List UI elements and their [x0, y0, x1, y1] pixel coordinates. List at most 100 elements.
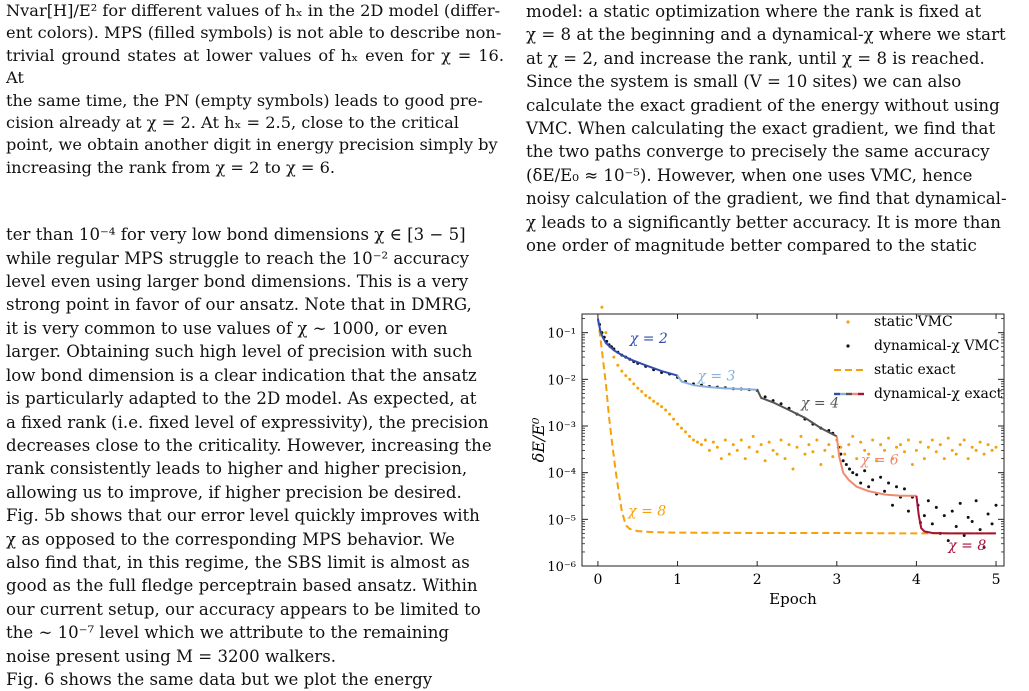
static-vmc-point — [759, 443, 763, 447]
static-vmc-point — [751, 434, 755, 438]
dynamical-vmc-point — [883, 489, 887, 493]
static-vmc-point — [771, 448, 775, 452]
static-vmc-point — [942, 457, 946, 461]
text-line: model: a static optimization where the r… — [526, 2, 982, 21]
static-vmc-point — [855, 457, 859, 461]
static-vmc-point — [958, 443, 962, 447]
static-vmc-point — [731, 443, 735, 447]
body-text-left: ter than 10⁻⁴ for very low bond dimensio… — [6, 223, 504, 691]
dynamical-vmc-point — [902, 487, 906, 491]
dynamical-vmc-point — [982, 545, 986, 549]
static-vmc-point — [636, 386, 640, 390]
dynamical-vmc-point — [926, 499, 930, 503]
static-vmc-point — [863, 448, 867, 452]
static-vmc-point — [926, 445, 930, 449]
text-line: good as the full fledge perceptrain base… — [6, 576, 478, 596]
static-vmc-point — [727, 452, 731, 456]
dynamical-vmc-point — [962, 534, 966, 538]
static-vmc-point — [652, 399, 656, 403]
static-vmc-point — [898, 443, 902, 447]
dynamical-vmc-point — [986, 512, 990, 516]
static-vmc-point — [711, 440, 715, 444]
static-vmc-point — [604, 331, 608, 335]
y-tick-label: 10⁻² — [547, 373, 576, 388]
static-vmc-point — [895, 445, 899, 449]
figure-6-chart: 0 1 2 3 4 5 10⁻¹ 10⁻² 10⁻³ 10⁻⁴ 10⁻⁵ 10⁻⁶ Epoch δE/E⁰… — [526, 300, 1026, 645]
dynamical-vmc-point — [950, 509, 954, 513]
dynamical-vmc-point — [954, 525, 958, 529]
static-vmc-point — [719, 457, 723, 461]
caption-line: ent colors). MPS (filled symbols) is not… — [6, 23, 502, 43]
dynamical-vmc-point — [978, 528, 982, 532]
text-line: Fig. 6 shows the same data but we plot t… — [6, 669, 433, 689]
dynamical-vmc-point — [994, 503, 998, 507]
dynamical-exact-line-gray — [756, 389, 838, 438]
chi-annotation: χ = 4 — [800, 395, 839, 411]
text-line: larger. Obtaining such high level of pre… — [6, 342, 473, 362]
text-line: (δE/E₀ ≈ 10⁻⁵). However, when one uses V… — [526, 165, 973, 185]
static-vmc-point — [910, 462, 914, 466]
static-vmc-point — [739, 438, 743, 442]
static-vmc-point — [691, 438, 695, 442]
legend-entry: static exact — [874, 362, 956, 378]
static-vmc-point — [695, 440, 699, 444]
static-vmc-point — [819, 462, 823, 466]
legend-marker-static-vmc — [846, 320, 850, 324]
static-vmc-point — [648, 396, 652, 400]
static-vmc-point — [660, 405, 664, 409]
dynamical-vmc-point — [922, 514, 926, 518]
static-vmc-point — [914, 448, 918, 452]
text-line: χ leads to a significantly better accura… — [526, 212, 1001, 232]
chi-annotation: χ = 2 — [629, 331, 668, 347]
static-vmc-point — [962, 438, 966, 442]
chi-annotation: χ = 3 — [696, 368, 735, 384]
static-vmc-point — [831, 455, 835, 459]
body-text-right: model: a static optimization where the r… — [526, 0, 1022, 257]
static-vmc-point — [791, 467, 795, 471]
chi-annotation: χ = 6 — [860, 452, 899, 468]
static-vmc-point — [934, 450, 938, 454]
x-tick-label: 3 — [832, 572, 841, 588]
dynamical-vmc-point — [966, 515, 970, 519]
text-line: the ∼ 10⁻⁷ level which we attribute to t… — [6, 623, 449, 643]
caption-line: cision already at χ = 2. At hₓ = 2.5, cl… — [6, 113, 459, 133]
static-vmc-point — [616, 363, 620, 367]
static-vmc-point — [779, 438, 783, 442]
static-vmc-point — [938, 443, 942, 447]
static-vmc-point — [600, 305, 604, 309]
static-vmc-point — [743, 457, 747, 461]
chart-svg: 0 1 2 3 4 5 10⁻¹ 10⁻² 10⁻³ 10⁻⁴ 10⁻⁵ 10⁻⁶ Epoch δE/E⁰… — [529, 305, 1005, 608]
static-vmc-point — [803, 452, 807, 456]
text-line: level even using larger bond dimensions.… — [6, 272, 469, 292]
dynamical-exact-line-salmon — [835, 436, 917, 497]
caption-line: point, we obtain another digit in energy… — [6, 135, 498, 155]
dynamical-vmc-point — [848, 467, 852, 471]
dynamical-exact-line-blue — [596, 318, 678, 377]
text-line: strong point in favor of our ansatz. Not… — [6, 295, 472, 315]
text-line: noise present using M = 3200 walkers. — [6, 646, 336, 666]
x-tick-label: 5 — [992, 572, 1001, 588]
static-vmc-point — [974, 448, 978, 452]
y-tick-label: 10⁻¹ — [547, 327, 576, 342]
static-vmc-point — [823, 448, 827, 452]
dynamical-vmc-point — [895, 485, 899, 489]
dynamical-vmc-point — [763, 395, 767, 399]
y-tick-label: 10⁻³ — [547, 420, 576, 435]
dynamical-vmc-point — [891, 503, 895, 507]
static-vmc-point — [918, 440, 922, 444]
dynamical-vmc-point — [879, 475, 883, 479]
static-vmc-point — [990, 448, 994, 452]
dynamical-vmc-point — [844, 462, 848, 466]
text-line: χ = 8 at the beginning and a dynamical-χ… — [526, 25, 1006, 45]
right-column: model: a static optimization where the r… — [526, 0, 1022, 257]
text-line: decreases close to the criticality. Howe… — [6, 435, 492, 455]
y-tick-label: 10⁻⁵ — [547, 513, 576, 528]
dynamical-vmc-point — [942, 514, 946, 518]
dynamical-vmc-point — [970, 519, 974, 523]
dynamical-vmc-point — [946, 539, 950, 543]
static-vmc-point — [795, 445, 799, 449]
static-vmc-point — [922, 457, 926, 461]
dynamical-vmc-point — [887, 481, 891, 485]
dynamical-vmc-point — [906, 509, 910, 513]
dynamical-vmc-point — [779, 402, 783, 406]
